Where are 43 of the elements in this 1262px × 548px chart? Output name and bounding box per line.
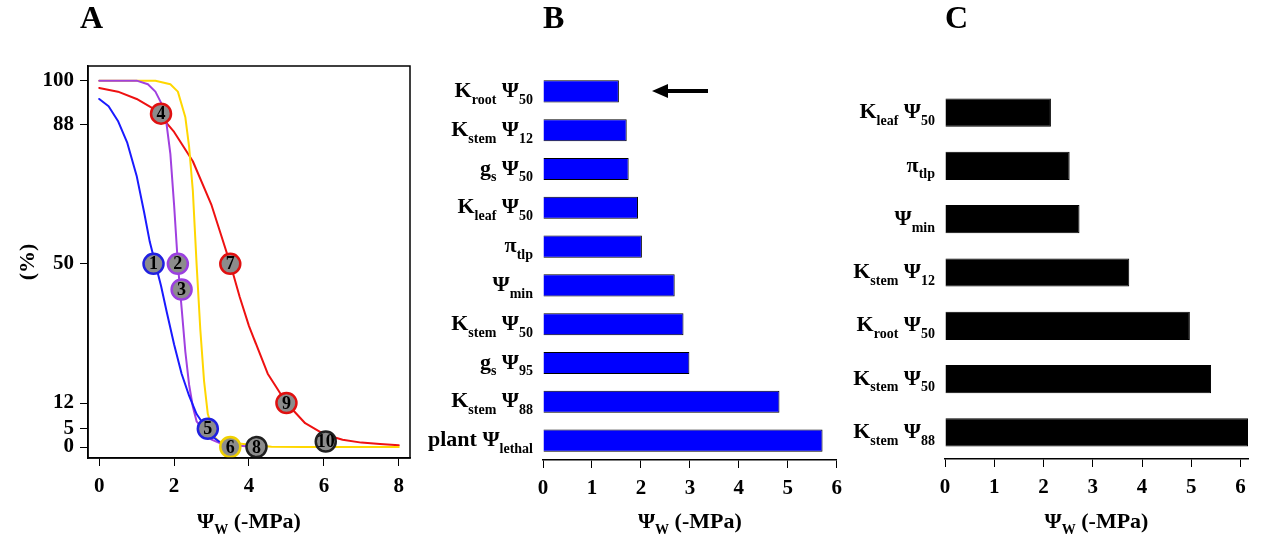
annotation: 2 [173, 253, 183, 274]
x-tick-label: 0 [93, 473, 105, 498]
x-tick-label: 6 [1235, 474, 1246, 499]
annotation: 6 [225, 436, 235, 457]
annotation: 1 [149, 253, 159, 274]
x-tick-label: 3 [684, 475, 696, 500]
x-tick-label: 5 [782, 475, 794, 500]
x-tick-label: 3 [1087, 474, 1099, 499]
y-tick-label: 88 [53, 111, 74, 136]
bar [945, 364, 1212, 394]
annotation: 3 [177, 279, 187, 300]
x-tick-label: 4 [1136, 474, 1148, 499]
chart-title: C [945, 0, 969, 36]
bar [945, 151, 1070, 181]
annotation: 10 [316, 431, 335, 452]
annotation: 8 [251, 436, 261, 457]
y-tick-label: 0 [63, 433, 74, 458]
bar [945, 311, 1190, 340]
bar [945, 98, 1051, 127]
annotation: 7 [225, 253, 235, 274]
x-tick-label: 6 [318, 473, 330, 498]
bar [945, 205, 1080, 234]
x-tick-label: 6 [831, 475, 842, 500]
chart-title: A [80, 0, 104, 36]
x-tick-label: 1 [586, 475, 598, 500]
annotation: 4 [156, 103, 166, 124]
x-tick-label: 5 [1186, 474, 1197, 499]
y-tick-label: 100 [42, 67, 74, 92]
chart-title: B [543, 0, 565, 36]
bar [945, 258, 1130, 287]
x-tick-label: 2 [635, 475, 647, 500]
x-tick-label: 4 [733, 475, 745, 500]
annotation: 5 [203, 418, 213, 439]
x-tick-label: 4 [243, 473, 255, 498]
y-tick-label: 12 [53, 389, 74, 414]
x-tick-label: 2 [168, 473, 180, 498]
y-tick-label: 50 [53, 250, 74, 275]
x-tick-label: 1 [989, 474, 1000, 499]
x-tick-label: 8 [393, 473, 405, 498]
bar [945, 418, 1248, 447]
annotation: 9 [281, 392, 291, 413]
x-tick-label: 2 [1038, 474, 1049, 499]
y-axis-title: (%) [13, 243, 39, 281]
